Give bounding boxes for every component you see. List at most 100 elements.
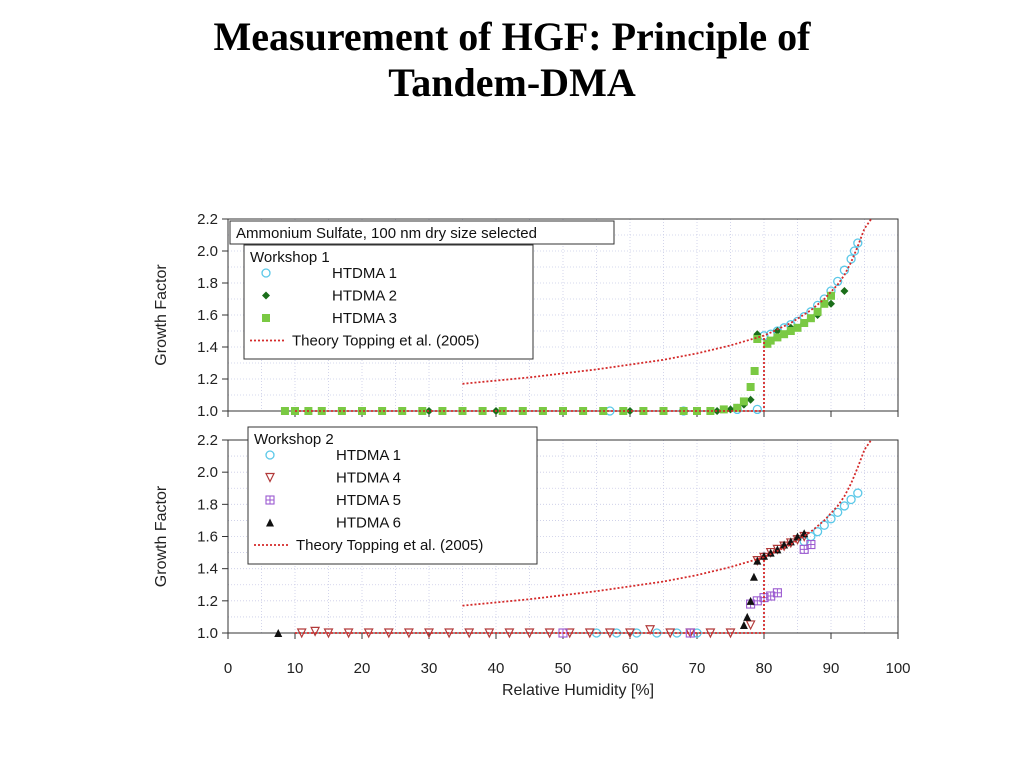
data-point [713,407,722,415]
y-axis-label: Growth Factor [153,485,170,587]
data-point [772,588,782,598]
series-1 [591,488,863,638]
data-point [833,507,843,518]
legend-label: Theory Topping et al. (2005) [292,333,479,350]
y-tick-label: 1.8 [197,496,218,513]
legend-title: Workshop 2 [254,431,334,448]
data-point [853,488,863,498]
y-tick-label: 1.0 [197,403,218,420]
legend-label: HTDMA 1 [336,447,401,464]
series-1 [605,238,863,416]
legend-label: Theory Topping et al. (2005) [296,537,483,554]
chart-title-box [229,220,615,245]
data-point [806,539,816,550]
y-tick-label: 1.2 [197,371,218,388]
x-tick-label: 50 [555,660,572,677]
slide-title-line-2: Tandem-DMA [388,60,636,105]
theory-curve-line [462,439,872,607]
data-point [812,527,823,537]
data-point [773,333,782,342]
y-tick-label: 1.0 [197,625,218,642]
chart-panel-2: 1.0 1.2 1.4 1.6 1.8 2.0 2.2 0 10 20 30 40 50 60 70 80 90… [153,426,911,699]
data-point [343,628,354,639]
data-point [645,625,656,636]
data-point [458,407,467,415]
data-point [750,367,759,375]
legend-label: HTDMA 6 [336,515,401,532]
theory-curve-line [462,218,872,385]
data-point [383,628,394,639]
data-point [337,407,346,415]
data-point [363,628,374,639]
data-point [378,407,387,415]
x-tick-label: 60 [622,660,639,677]
data-point [780,540,789,549]
data-point [323,628,334,639]
data-point [746,596,755,605]
data-point [840,287,849,295]
data-point [799,544,809,554]
x-axis-label: Relative Humidity [%] [502,682,654,699]
data-point [398,407,407,415]
data-point [793,323,802,332]
data-point [752,404,762,415]
data-point [800,529,809,538]
y-tick-label: 1.6 [197,307,218,324]
legend-swatch [265,450,275,460]
y-tick-label: 2.0 [197,243,218,260]
legend-label: HTDMA 5 [336,492,401,509]
data-point [806,314,815,323]
data-point [853,238,863,248]
series-5 [295,439,872,634]
data-point [706,407,715,415]
data-point [739,397,748,406]
x-tick-label: 40 [488,660,505,677]
data-point [786,327,795,335]
y-tick-label: 1.8 [197,275,218,292]
data-point [518,407,527,415]
x-tick-label: 30 [421,660,438,677]
data-point [745,620,756,631]
y-tick-label: 1.6 [197,529,218,546]
data-point [403,628,414,639]
data-point [826,514,836,524]
legend-label: HTDMA 4 [336,470,401,487]
theory-step-line [295,557,765,634]
data-point [773,545,782,554]
x-tick-label: 70 [689,660,706,677]
data-point [820,299,829,308]
chart-title: Ammonium Sulfate, 100 nm dry size select… [236,225,537,242]
theory-step-line [295,335,765,412]
data-point [846,494,856,505]
data-point [766,548,775,557]
data-point [766,336,775,345]
data-point [839,501,850,511]
legend-label: HTDMA 2 [332,288,397,305]
x-tick-label: 10 [287,660,304,677]
x-tick-label: 100 [885,660,910,677]
legend-swatch [262,291,270,300]
data-point [746,383,755,391]
data-point [753,556,762,565]
data-point [310,626,321,637]
chart-panel-1: 1.0 1.2 1.4 1.6 1.8 2.0 2.2 Growth Factor Ammoni… [153,211,899,420]
data-point [746,395,755,404]
data-point [749,572,758,581]
legend-swatch [262,314,270,322]
data-point [274,629,283,637]
data-point [498,407,507,415]
data-point [793,532,802,541]
data-point [849,246,860,256]
data-point [418,407,427,415]
data-point [827,291,835,300]
data-point [733,403,742,412]
y-tick-label: 1.4 [197,561,218,578]
y-tick-label: 1.2 [197,593,218,610]
data-point [800,319,809,327]
data-point [438,407,447,415]
y-tick-label: 2.0 [197,464,218,481]
legend-title: Workshop 1 [250,249,330,266]
